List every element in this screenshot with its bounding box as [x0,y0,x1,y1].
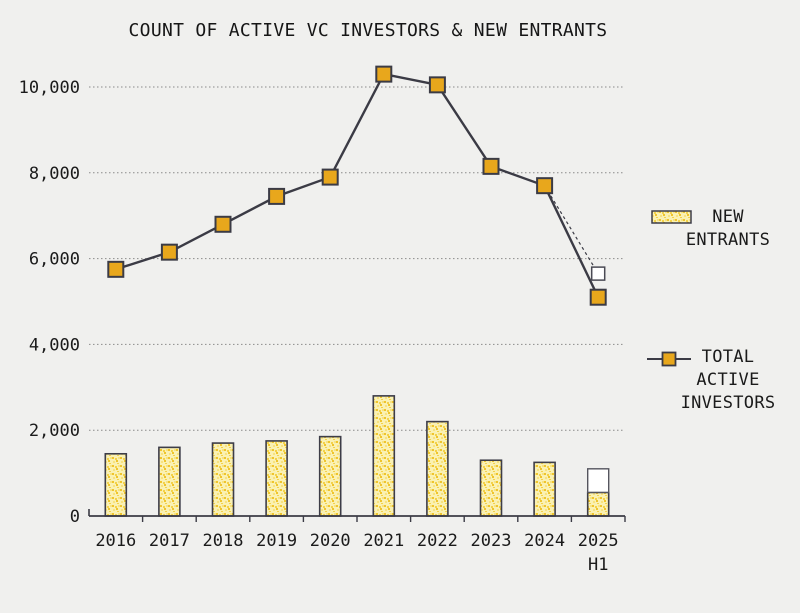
x-tick-label: 2025 [578,531,619,551]
total-active-investors-marker [160,243,178,261]
y-tick-label: 0 [70,507,80,527]
total-active-investors-marker [214,215,232,233]
total-active-investors-marker [536,177,554,195]
new-entrants-bar [372,395,396,517]
total-active-investors-projection-marker [590,266,606,281]
new-entrants-projection-bar [587,468,610,494]
new-entrants-bar [104,452,128,517]
x-tick-label: 2017 [149,531,190,551]
x-tick-label: 2018 [203,531,244,551]
chart-title: COUNT OF ACTIVE VC INVESTORS & NEW ENTRA… [128,20,608,41]
x-tick-label: 2022 [417,531,458,551]
new-entrants-swatch-rect [651,210,692,224]
new-entrants-bar [479,459,503,517]
x-tick-label: 2020 [310,531,351,551]
total-active-investors-marker [268,187,286,205]
y-tick-label: 8,000 [29,164,80,184]
new-entrants-bar [265,440,288,517]
total-active-investors-marker [107,260,125,278]
total-active-investors-marker [375,65,393,83]
x-tick-label: 2021 [363,531,404,551]
projection-dashed-line [544,185,599,274]
legend-marker [661,351,677,367]
legend-label-new-entrants: NEW ENTRANTS [685,207,771,250]
x-tick-label: 2019 [256,531,297,551]
y-tick-label: 10,000 [19,78,80,98]
legend-label-total-active-investors: TOTAL ACTIVE INVESTORS [680,347,776,413]
total-active-investors-marker [589,288,607,306]
total-active-investors-line [115,72,600,298]
total-active-investors-swatch-icon [647,351,691,367]
y-tick-label: 4,000 [29,335,80,355]
y-tick-label: 2,000 [29,421,80,441]
x-tick-label: 2016 [95,531,136,551]
total-active-investors-marker [482,157,500,175]
new-entrants-bar [533,461,556,517]
total-active-investors-marker [428,76,446,94]
x-tick-sublabel: H1 [588,555,608,575]
new-entrants-bar [211,442,235,517]
new-entrants-swatch-icon [651,210,692,224]
x-tick-label: 2023 [471,531,512,551]
x-tick-label: 2024 [524,531,565,551]
total-active-investors-marker [321,168,339,186]
new-entrants-bar [586,491,610,517]
new-entrants-bar [426,420,449,517]
new-entrants-bar [158,446,181,517]
new-entrants-bar [318,435,342,517]
y-tick-label: 6,000 [29,250,80,270]
